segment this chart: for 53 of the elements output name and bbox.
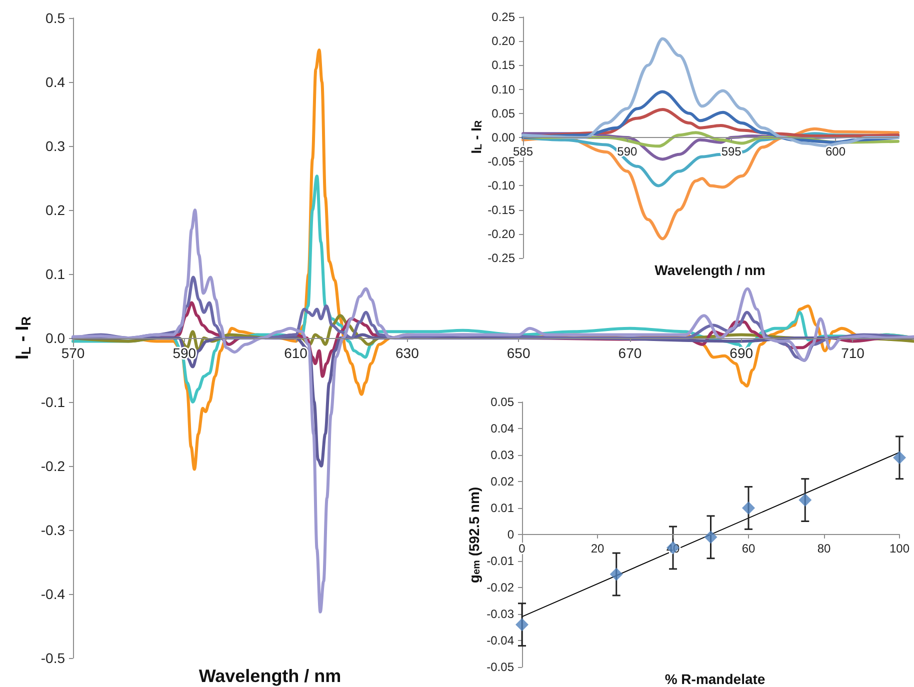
y-tick-label: 0.20 [492,34,516,48]
y-tick-label: 0 [507,528,514,542]
x-tick-label: 710 [841,345,865,361]
x-tick-label: 100 [889,542,910,556]
y-tick-label: -0.5 [40,650,66,666]
y-tick-label: -0.1 [40,394,66,410]
x-tick-label: 570 [61,345,85,361]
y-axis-title: IL - IR [12,316,34,360]
x-tick-label: 585 [512,144,534,158]
y-tick-label: -0.15 [488,202,516,217]
x-axis-title: Wavelength / nm [198,666,342,686]
y-tick-label: 0.5 [46,10,66,26]
x-axis-title: Wavelength / nm [654,262,766,278]
y-tick-label: 0.05 [490,395,514,409]
y-tick-label: 0.03 [490,448,514,462]
y-tick-label: -0.25 [488,251,516,265]
y-tick-label: 0.3 [46,138,66,154]
y-tick-label: -0.2 [40,458,66,474]
y-tick-label: -0.03 [486,607,514,621]
y-tick-label: 0.02 [490,474,514,488]
x-tick-label: 80 [817,542,831,556]
y-tick-label: -0.04 [486,634,514,648]
x-tick-label: 600 [825,144,846,158]
y-tick-label: 0.00 [492,130,516,144]
y-tick-label: -0.4 [40,586,66,602]
y-tick-label: 0.01 [490,501,514,515]
y-tick-label: -0.01 [486,554,514,568]
y-tick-label: 0.10 [492,82,516,96]
x-tick-label: 0 [518,542,526,556]
y-tick-label: -0.20 [488,226,516,241]
x-tick-label: 20 [590,542,604,556]
y-tick-label: 0.05 [492,106,516,120]
y-tick-label: 0.15 [492,58,516,72]
y-tick-label: 0.04 [490,422,514,436]
y-tick-label: 0.25 [492,10,516,24]
x-tick-label: 650 [506,345,530,361]
y-tick-label: 0.0 [46,330,66,346]
x-axis-title: % R-mandelate [664,671,766,687]
x-tick-label: 610 [284,345,308,361]
y-tick-label: -0.3 [40,522,66,538]
y-tick-label: -0.05 [488,154,516,169]
y-tick-label: 0.2 [46,202,66,218]
y-tick-label: 0.1 [46,266,66,282]
x-tick-label: 630 [395,345,420,361]
y-tick-label: 0.4 [46,74,66,90]
x-tick-label: 670 [618,345,642,361]
x-tick-label: 60 [742,542,756,556]
y-tick-label: -0.02 [486,580,514,594]
y-tick-label: -0.05 [486,660,514,674]
y-tick-label: -0.10 [488,178,516,193]
y-axis-title: gem (592.5 nm) [466,486,483,584]
y-axis-title: IL - IR [468,119,485,154]
x-tick-label: 690 [730,345,754,361]
